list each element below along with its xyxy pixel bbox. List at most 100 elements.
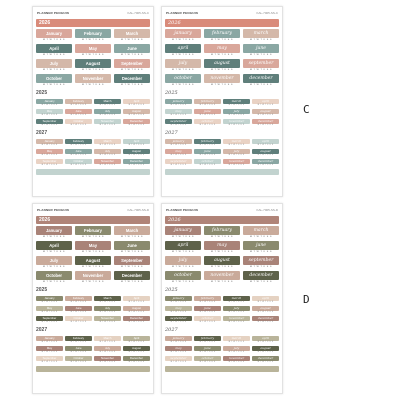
month-sticker[interactable]: May M T W T F S S [75,44,111,57]
month-sticker[interactable]: march M T W T F S S [243,29,279,42]
month-sticker[interactable]: february M T W T F S S [204,226,240,239]
month-sticker-small[interactable]: July M T W T F S S [94,109,121,117]
month-sticker-small[interactable]: june M T W T F S S [194,149,221,157]
month-sticker-small[interactable]: february M T W T F S S [194,296,221,304]
month-sticker-small[interactable]: June M T W T F S S [65,306,92,314]
month-sticker[interactable]: February M T W T F S S [75,226,111,239]
month-sticker-small[interactable]: November M T W T F S S [94,356,121,364]
month-sticker[interactable]: october M T W T F S S [165,271,201,284]
month-sticker[interactable]: October M T W T F S S [36,271,72,284]
month-sticker[interactable]: November M T W T F S S [75,74,111,87]
month-sticker-small[interactable]: september M T W T F S S [165,356,192,364]
month-sticker[interactable]: may M T W T F S S [204,241,240,254]
month-sticker[interactable]: october M T W T F S S [165,74,201,87]
month-sticker[interactable]: August M T W T F S S [75,59,111,72]
month-sticker-small[interactable]: September M T W T F S S [36,356,63,364]
month-sticker[interactable]: september M T W T F S S [243,59,279,72]
month-sticker[interactable]: January M T W T F S S [36,226,72,239]
month-sticker-small[interactable]: june M T W T F S S [194,306,221,314]
month-sticker-small[interactable]: may M T W T F S S [165,346,192,354]
month-sticker-small[interactable]: February M T W T F S S [65,336,92,344]
month-sticker[interactable]: february M T W T F S S [204,29,240,42]
month-sticker-small[interactable]: march M T W T F S S [223,296,250,304]
month-sticker[interactable]: March M T W T F S S [114,226,150,239]
month-sticker-small[interactable]: July M T W T F S S [94,346,121,354]
month-sticker-small[interactable]: september M T W T F S S [165,316,192,324]
month-sticker-small[interactable]: September M T W T F S S [36,159,63,167]
month-sticker-small[interactable]: June M T W T F S S [65,149,92,157]
month-sticker-small[interactable]: March M T W T F S S [94,99,121,107]
month-sticker-small[interactable]: january M T W T F S S [165,336,192,344]
month-sticker-small[interactable]: March M T W T F S S [94,336,121,344]
month-sticker-small[interactable]: june M T W T F S S [194,109,221,117]
month-sticker-small[interactable]: August M T W T F S S [123,306,150,314]
month-sticker[interactable]: May M T W T F S S [75,241,111,254]
month-sticker-small[interactable]: June M T W T F S S [65,346,92,354]
month-sticker-small[interactable]: July M T W T F S S [94,149,121,157]
month-sticker-small[interactable]: july M T W T F S S [223,306,250,314]
month-sticker-small[interactable]: December M T W T F S S [123,356,150,364]
month-sticker-small[interactable]: March M T W T F S S [94,296,121,304]
month-sticker-small[interactable]: November M T W T F S S [94,119,121,127]
month-sticker-small[interactable]: may M T W T F S S [165,306,192,314]
month-sticker-small[interactable]: May M T W T F S S [36,109,63,117]
month-sticker-small[interactable]: october M T W T F S S [194,159,221,167]
month-sticker-small[interactable]: August M T W T F S S [123,346,150,354]
month-sticker[interactable]: July M T W T F S S [36,59,72,72]
month-sticker-small[interactable]: December M T W T F S S [123,159,150,167]
month-sticker-small[interactable]: March M T W T F S S [94,139,121,147]
month-sticker[interactable]: April M T W T F S S [36,241,72,254]
month-sticker[interactable]: September M T W T F S S [114,256,150,269]
month-sticker-small[interactable]: August M T W T F S S [123,109,150,117]
month-sticker-small[interactable]: June M T W T F S S [65,109,92,117]
month-sticker[interactable]: December M T W T F S S [114,74,150,87]
month-sticker-small[interactable]: December M T W T F S S [123,316,150,324]
month-sticker-small[interactable]: February M T W T F S S [65,139,92,147]
month-sticker-small[interactable]: december M T W T F S S [252,316,279,324]
month-sticker-small[interactable]: November M T W T F S S [94,316,121,324]
month-sticker-small[interactable]: december M T W T F S S [252,119,279,127]
month-sticker-small[interactable]: november M T W T F S S [223,316,250,324]
month-sticker-small[interactable]: January M T W T F S S [36,336,63,344]
month-sticker[interactable]: November M T W T F S S [75,271,111,284]
month-sticker-small[interactable]: October M T W T F S S [65,356,92,364]
month-sticker-small[interactable]: july M T W T F S S [223,346,250,354]
month-sticker-small[interactable]: november M T W T F S S [223,356,250,364]
month-sticker-small[interactable]: january M T W T F S S [165,296,192,304]
month-sticker-small[interactable]: july M T W T F S S [223,149,250,157]
month-sticker-small[interactable]: march M T W T F S S [223,336,250,344]
month-sticker-small[interactable]: July M T W T F S S [94,306,121,314]
month-sticker[interactable]: August M T W T F S S [75,256,111,269]
month-sticker[interactable]: january M T W T F S S [165,226,201,239]
month-sticker-small[interactable]: august M T W T F S S [252,149,279,157]
month-sticker[interactable]: June M T W T F S S [114,44,150,57]
month-sticker[interactable]: may M T W T F S S [204,44,240,57]
month-sticker[interactable]: march M T W T F S S [243,226,279,239]
month-sticker-small[interactable]: January M T W T F S S [36,99,63,107]
month-sticker-small[interactable]: july M T W T F S S [223,109,250,117]
month-sticker[interactable]: june M T W T F S S [243,44,279,57]
month-sticker[interactable]: november M T W T F S S [204,74,240,87]
month-sticker[interactable]: june M T W T F S S [243,241,279,254]
month-sticker-small[interactable]: January M T W T F S S [36,139,63,147]
month-sticker-small[interactable]: december M T W T F S S [252,356,279,364]
month-sticker-small[interactable]: October M T W T F S S [65,316,92,324]
month-sticker-small[interactable]: February M T W T F S S [65,99,92,107]
month-sticker-small[interactable]: November M T W T F S S [94,159,121,167]
month-sticker-small[interactable]: August M T W T F S S [123,149,150,157]
month-sticker-small[interactable]: april M T W T F S S [252,99,279,107]
month-sticker[interactable]: december M T W T F S S [243,74,279,87]
month-sticker-small[interactable]: april M T W T F S S [252,296,279,304]
month-sticker-small[interactable]: April M T W T F S S [123,336,150,344]
month-sticker-small[interactable]: november M T W T F S S [223,159,250,167]
month-sticker-small[interactable]: june M T W T F S S [194,346,221,354]
month-sticker[interactable]: january M T W T F S S [165,29,201,42]
month-sticker-small[interactable]: February M T W T F S S [65,296,92,304]
month-sticker-small[interactable]: september M T W T F S S [165,119,192,127]
month-sticker-small[interactable]: may M T W T F S S [165,109,192,117]
month-sticker-small[interactable]: february M T W T F S S [194,336,221,344]
month-sticker-small[interactable]: january M T W T F S S [165,139,192,147]
month-sticker-small[interactable]: May M T W T F S S [36,346,63,354]
month-sticker[interactable]: January M T W T F S S [36,29,72,42]
month-sticker-small[interactable]: january M T W T F S S [165,99,192,107]
